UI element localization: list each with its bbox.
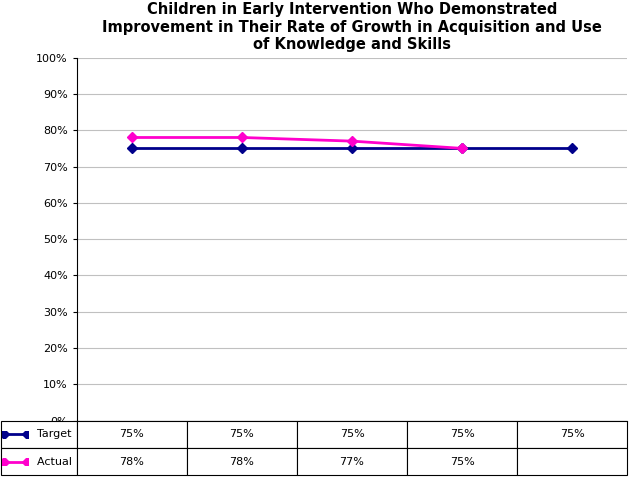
- Title: Children in Early Intervention Who Demonstrated
Improvement in Their Rate of Gro: Children in Early Intervention Who Demon…: [102, 2, 602, 52]
